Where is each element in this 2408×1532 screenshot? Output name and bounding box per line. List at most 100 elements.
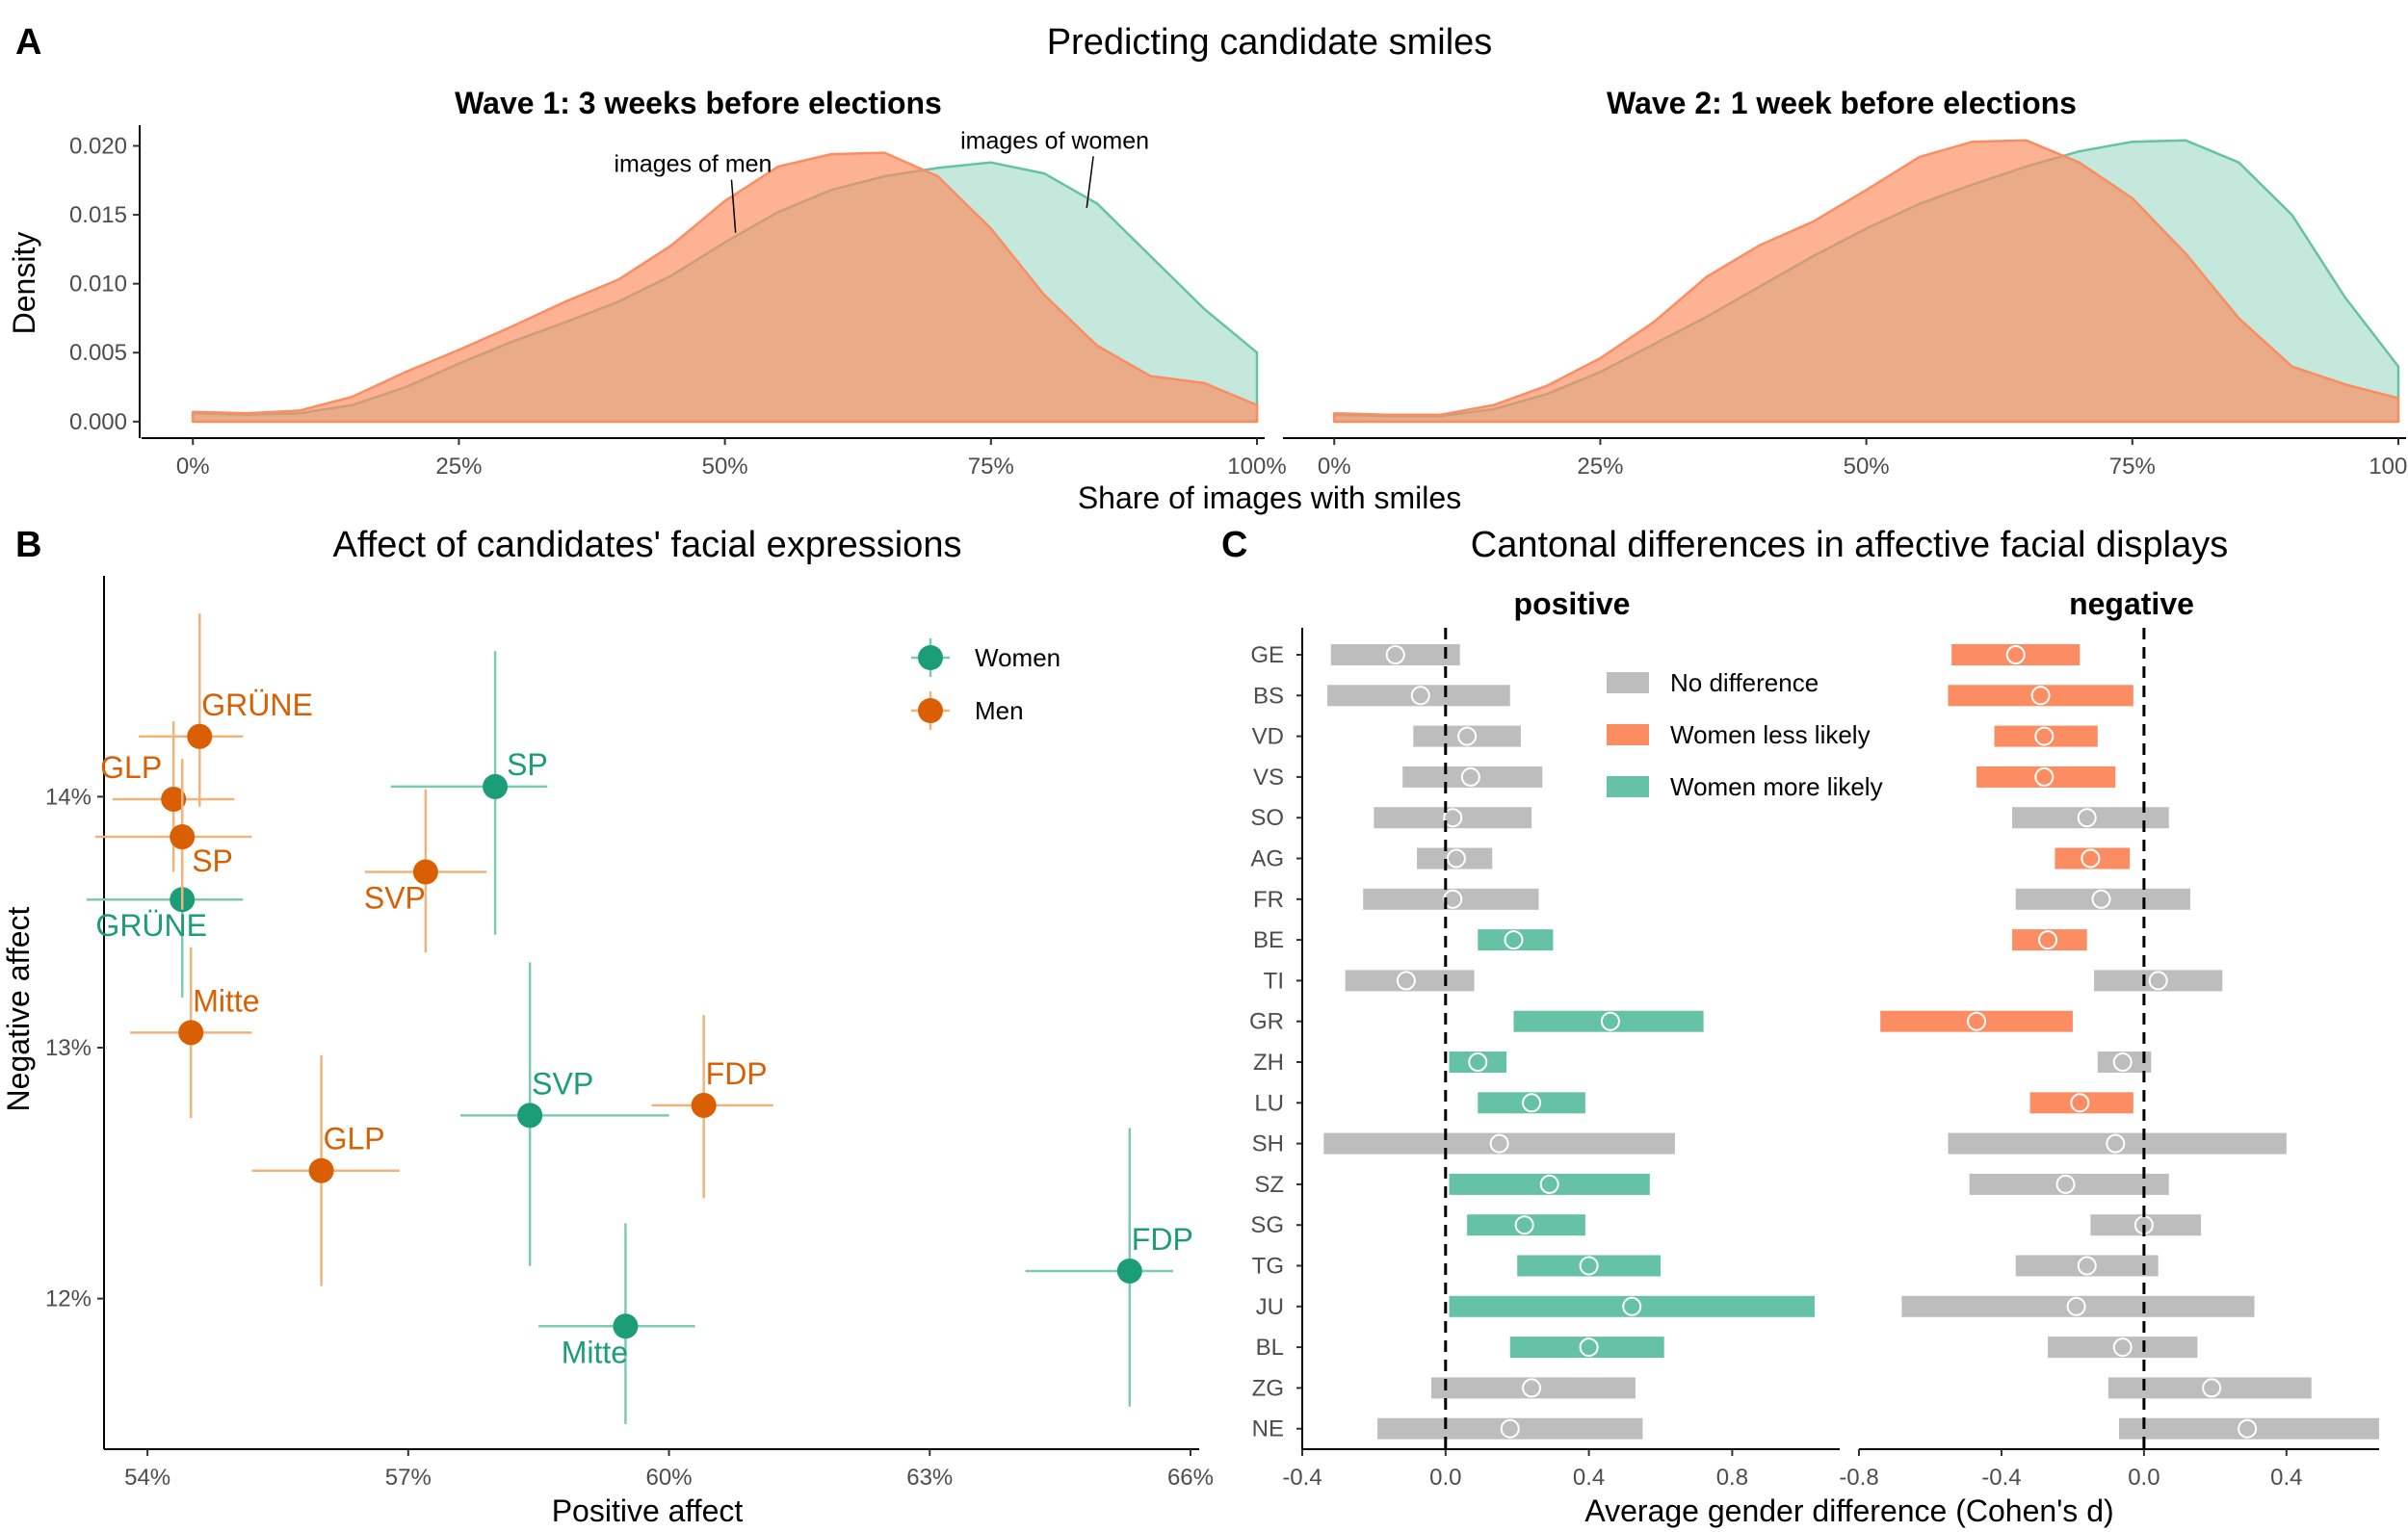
x-tick-label: 75% (968, 454, 1014, 480)
x-tick-label: 25% (1577, 454, 1623, 480)
estimate-point-zh (2112, 1052, 2133, 1072)
party-point (187, 723, 213, 749)
estimate-point-sg (1514, 1215, 1534, 1235)
ci-bar-ag (1417, 847, 1493, 870)
estimate-point-bl (1579, 1337, 1599, 1358)
x-tick-label: 0.8 (1716, 1465, 1748, 1491)
y-tick-label: 13% (45, 1035, 92, 1061)
party-point (178, 1020, 204, 1046)
wave2-title: Wave 2: 1 week before elections (1607, 86, 2077, 120)
canton-label: BL (1256, 1335, 1284, 1361)
party-point (170, 824, 196, 850)
estimate-point-bs (2030, 686, 2051, 706)
legend-label: Women less likely (1670, 720, 1871, 749)
panel-a-xlabel: Share of images with smiles (1078, 480, 1461, 515)
party-label: FDP (706, 1056, 768, 1091)
ci-bar-sz (1449, 1173, 1650, 1195)
ci-bar-be (1478, 929, 1554, 951)
x-tick-label: 60% (646, 1465, 693, 1491)
y-tick-label: 14% (45, 784, 92, 810)
estimate-point-sz (2055, 1174, 2076, 1194)
party-label: SVP (532, 1066, 593, 1101)
men-density-area (1332, 139, 2400, 424)
ci-bar-zh (1449, 1052, 1507, 1073)
panel-c-letter: C (1221, 525, 1247, 565)
party-label: GLP (324, 1122, 385, 1156)
density-plots: 0.000 0.005 0.010 0.015 0.020 0% 25% 50% 75% 100%… (69, 125, 2408, 480)
estimate-point-ti (2148, 971, 2168, 991)
canton-label: FR (1253, 887, 1284, 913)
ci-bar-bs (1948, 685, 2133, 707)
party-label: FDP (1132, 1222, 1193, 1257)
ci-bar-lu (2029, 1092, 2133, 1114)
ci-bar-sh (1948, 1132, 2287, 1155)
panel-b-title: Affect of candidates' facial expressions (333, 525, 962, 565)
estimate-point-be (1504, 930, 1524, 950)
y-tick-label: 0.005 (69, 340, 127, 366)
estimate-point-bs (1410, 686, 1430, 706)
ci-bar-ti (1345, 970, 1475, 992)
positive-facet-title: positive (1514, 586, 1631, 621)
legend-key-point (918, 645, 943, 670)
panel-b-letter: B (15, 525, 41, 565)
ci-bar-sg (1467, 1214, 1585, 1236)
ci-bar-gr (1880, 1010, 2073, 1032)
x-tick-label: 63% (906, 1465, 953, 1491)
estimate-point-zh (1468, 1052, 1488, 1072)
annotation-leader (730, 179, 737, 233)
estimate-point-ne (1500, 1418, 1520, 1439)
ci-bar-fr (2015, 888, 2190, 910)
y-tick-label: 0.015 (69, 202, 127, 228)
ci-bar-zg (1430, 1377, 1636, 1399)
panel-c-title: Cantonal differences in affective facial… (1471, 525, 2229, 565)
estimate-point-sz (1539, 1174, 1559, 1194)
canton-label: AG (1250, 846, 1284, 872)
legend-key-point (918, 698, 943, 723)
canton-label: GR (1249, 1009, 1284, 1035)
canton-label: SH (1252, 1131, 1284, 1157)
legend-label: Women more likely (1670, 772, 1883, 801)
ci-bar-bl (1509, 1337, 1664, 1359)
ci-bar-ti (2094, 970, 2223, 992)
density-facet-1: 0.000 0.005 0.010 0.015 0.020 0% 25% 50% 75% 100%… (69, 125, 1287, 480)
estimate-point-zg (1522, 1378, 1542, 1398)
estimate-point-tg (1579, 1256, 1599, 1276)
estimate-point-fr (1443, 889, 1463, 909)
women-series: SP GRÜNE SVP FDP Mitte (86, 651, 1193, 1424)
canton-label: VS (1253, 765, 1284, 791)
party-label: GRÜNE (95, 908, 207, 943)
x-tick-label: -0.8 (1839, 1465, 1878, 1491)
party-label: Mitte (193, 983, 259, 1018)
ci-bar-so (2012, 807, 2169, 829)
ci-bar-vd (1413, 725, 1521, 747)
ci-bar-fr (1363, 888, 1539, 910)
annotation-label: images of women (960, 127, 1149, 154)
estimate-point-ge (2005, 645, 2026, 664)
ci-bar-ge (1330, 644, 1460, 665)
estimate-point-so (1443, 808, 1463, 828)
party-point (161, 786, 187, 812)
canton-label: SZ (1254, 1172, 1284, 1198)
estimate-point-ge (1385, 645, 1405, 664)
legend-key-more (1607, 776, 1649, 797)
estimate-point-zg (2202, 1378, 2222, 1398)
ci-bar-lu (1478, 1092, 1585, 1114)
annotation-leader (1086, 156, 1094, 208)
x-tick-label: 100% (2369, 454, 2408, 480)
canton-label: TI (1264, 968, 1284, 994)
canton-label: NE (1252, 1416, 1284, 1442)
estimate-point-lu (1522, 1093, 1542, 1113)
x-tick-label: 0.4 (2270, 1465, 2302, 1491)
party-point (308, 1157, 334, 1183)
ci-bar-ne (2119, 1417, 2379, 1440)
canton-label: JU (1256, 1294, 1284, 1320)
men-density-area (191, 151, 1259, 424)
ci-bar-ne (1377, 1417, 1643, 1440)
estimate-point-ag (1446, 848, 1466, 869)
ci-bar-bs (1327, 685, 1510, 707)
y-tick-label: 12% (45, 1286, 92, 1312)
estimate-point-ju (1622, 1296, 1642, 1316)
estimate-point-tg (2077, 1256, 2097, 1276)
ci-bar-tg (1517, 1255, 1661, 1277)
party-point (1116, 1258, 1142, 1284)
